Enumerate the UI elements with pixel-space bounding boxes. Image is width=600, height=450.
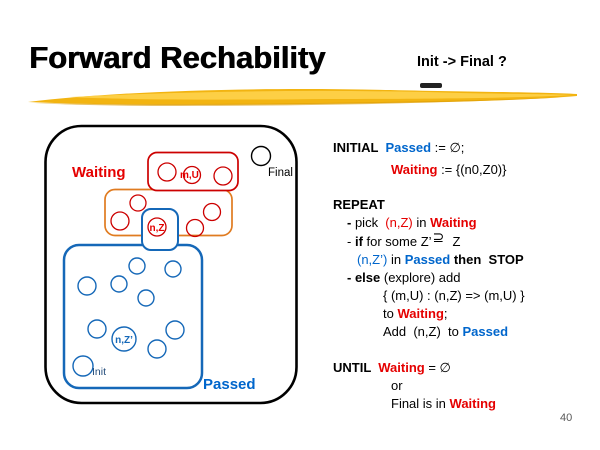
current-state-box [141,208,179,251]
passed-state-circle [87,319,107,339]
pseudocode-line: { (m,U) : (n,Z) => (m,U) } [383,288,525,303]
waiting-region-label: Waiting [72,164,126,181]
init-label: Init [92,366,106,378]
state-nz-label: n,Z [150,223,165,234]
waiting-red-box [147,151,239,192]
pseudocode-line: Waiting := {(n0,Z0)} [391,162,507,177]
passed-region-box [62,243,204,390]
pseudocode-line: or [391,378,403,393]
pseudocode-line: (n,Z’) in Passed then STOP [357,252,524,267]
pseudocode-line: - pick (n,Z) in Waiting [347,215,477,230]
passed-state-circle [128,257,146,275]
passed-state-circle [110,275,128,293]
passed-state-circle [165,320,185,340]
state-nzprime-label: n,Z’ [115,335,133,346]
exploration-orange-box [104,188,233,237]
explored-state-circle [110,211,130,231]
init-final-question: Init -> Final ? [417,54,507,70]
passed-region-label: Passed [203,376,256,393]
pseudocode-line: REPEAT [333,197,385,212]
pseudocode-line: INITIAL Passed := ∅; [333,140,465,155]
pseudocode-line: UNTIL Waiting = ∅ [333,360,451,375]
pseudocode-line: Add (n,Z) to Passed [383,324,509,339]
marker-stroke-shadow [35,97,570,106]
passed-state-circle [164,260,182,278]
marker-stroke-highlight [70,90,572,100]
marker-stroke-dark-speck [420,83,442,88]
passed-state-circle [147,339,167,359]
pseudocode-line: - if for some Z’⊇ Z [347,229,461,249]
explored-state-circle [129,194,147,212]
pseudocode-line: Final is in Waiting [391,396,496,411]
pseudocode-initial-block: INITIAL Passed := ∅; Waiting := {(n0,Z0)} [333,137,506,181]
waiting-state-circle [157,162,177,182]
state-mu-label: m,U [180,170,199,181]
slide-title: Forward Rechability [29,40,326,75]
passed-state-circle [77,276,97,296]
pseudocode-until-block: UNTIL Waiting = ∅ or Final is in Waiting [333,359,496,413]
pseudocode-line: - else (explore) add [347,270,461,285]
init-state-circle [72,355,94,377]
current-state-circle [147,217,167,237]
final-state-circle [250,145,272,167]
waiting-state-circle [182,165,202,185]
page-number: 40 [560,412,573,424]
passed-nzprime-circle [111,326,137,352]
passed-state-circle [137,289,155,307]
explored-state-circle [185,218,205,238]
pseudocode-repeat-block: REPEAT - pick (n,Z) in Waiting - if for so… [333,196,525,341]
pseudocode-line: to Waiting; [383,306,448,321]
waiting-state-circle [213,166,233,186]
final-label: Final [268,167,293,179]
state-space-boundary [44,124,298,405]
explored-state-circle [202,202,222,222]
marker-stroke-base [28,89,577,105]
